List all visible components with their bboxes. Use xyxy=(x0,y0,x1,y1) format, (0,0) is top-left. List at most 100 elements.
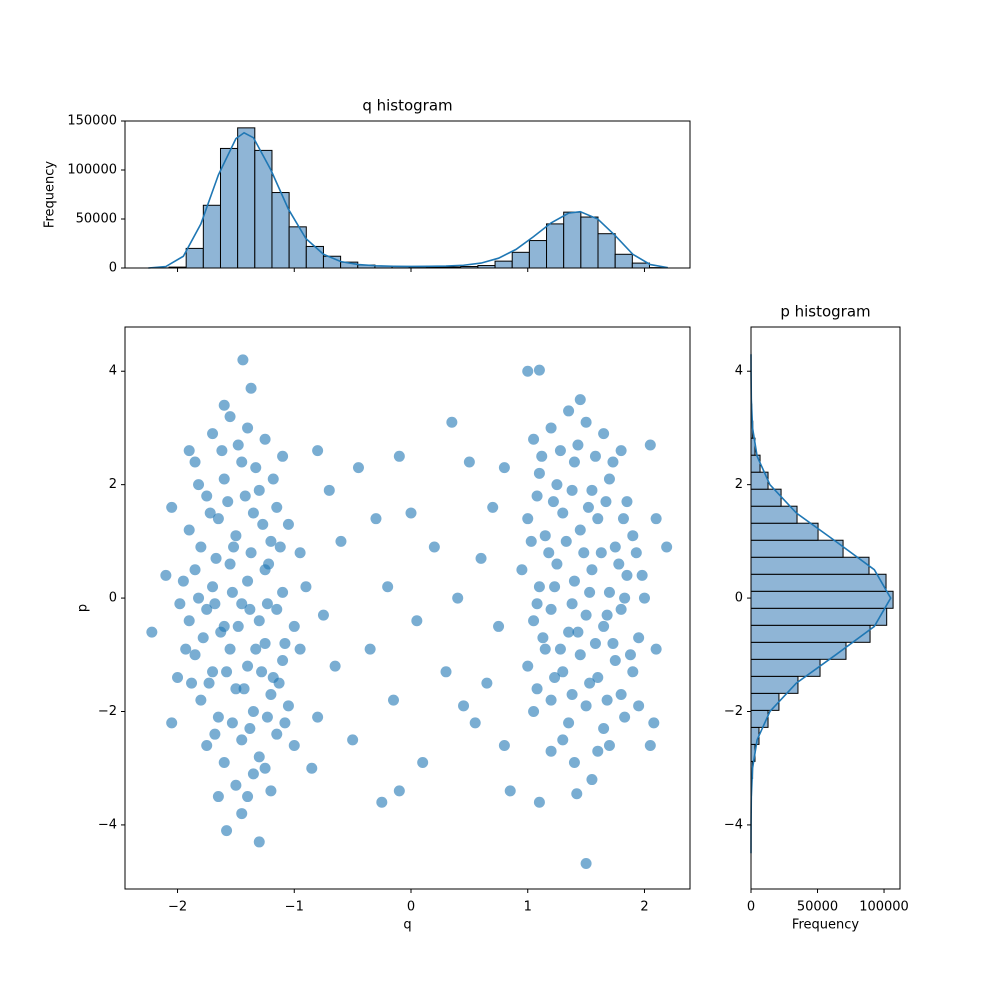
hist-bar xyxy=(750,505,798,524)
scatter-point xyxy=(589,450,601,462)
hist-bar xyxy=(237,127,256,269)
hist-bar xyxy=(750,454,761,473)
scatter-point xyxy=(230,683,242,695)
hist-bar xyxy=(580,216,599,269)
scatter-point xyxy=(221,825,233,837)
scatter-point xyxy=(294,643,306,655)
x-axis-label: Frequency xyxy=(792,918,859,933)
scatter-point xyxy=(274,541,286,553)
y-tick-label: 4 xyxy=(735,364,743,379)
scatter-point xyxy=(387,694,399,706)
scatter-point xyxy=(232,439,244,451)
scatter-point xyxy=(306,762,318,774)
scatter-point xyxy=(271,501,283,513)
scatter-point xyxy=(636,569,648,581)
hist-bar xyxy=(750,726,760,745)
hist-bar xyxy=(546,223,565,269)
scatter-point xyxy=(329,660,341,672)
scatter-point xyxy=(574,524,586,536)
scatter-point xyxy=(201,740,213,752)
scatter-point xyxy=(271,603,283,615)
scatter-point xyxy=(250,643,262,655)
scatter-point xyxy=(195,694,207,706)
hist-bar xyxy=(750,607,888,626)
scatter-point xyxy=(166,717,178,729)
scatter-point xyxy=(440,666,452,678)
y-tick-label: −4 xyxy=(724,817,743,832)
scatter-point xyxy=(180,643,192,655)
x-tick-label: 0 xyxy=(747,900,755,915)
scatter-point xyxy=(630,547,642,559)
scatter-point xyxy=(475,552,487,564)
scatter-point xyxy=(531,598,543,610)
scatter-point xyxy=(557,666,569,678)
hist-bar xyxy=(511,251,530,269)
scatter-point xyxy=(586,484,598,496)
scatter-point xyxy=(601,694,613,706)
hist-bar xyxy=(750,692,780,711)
y-tick-label: 4 xyxy=(109,364,117,379)
hist-bar xyxy=(202,204,221,269)
scatter-point xyxy=(417,757,429,769)
scatter-point xyxy=(174,598,186,610)
scatter-point xyxy=(549,671,561,683)
scatter-point xyxy=(210,552,222,564)
scatter-point xyxy=(533,364,545,376)
scatter-point xyxy=(619,711,631,723)
scatter-point xyxy=(259,433,271,445)
scatter-point xyxy=(197,632,209,644)
scatter-point xyxy=(580,700,592,712)
y-tick-label: 100000 xyxy=(67,163,117,178)
scatter-point xyxy=(498,462,510,474)
scatter-point xyxy=(574,649,586,661)
scatter-point xyxy=(226,717,238,729)
scatter-point xyxy=(405,507,417,519)
scatter-point xyxy=(498,740,510,752)
scatter-point xyxy=(218,399,230,411)
scatter-point xyxy=(242,575,254,587)
scatter-point xyxy=(644,740,656,752)
scatter-point xyxy=(568,575,580,587)
scatter-point xyxy=(528,705,540,717)
hist-bar xyxy=(614,253,633,269)
scatter-point xyxy=(545,694,557,706)
hist-bar xyxy=(750,675,799,694)
scatter-point xyxy=(522,365,534,377)
scatter-point xyxy=(250,462,262,474)
scatter-point xyxy=(533,581,545,593)
x-tick-label: 2 xyxy=(640,900,648,915)
scatter-point xyxy=(566,688,578,700)
y-tick-label: −2 xyxy=(98,704,117,719)
scatter-point xyxy=(186,677,198,689)
scatter-point xyxy=(621,569,633,581)
scatter-point xyxy=(236,808,248,820)
scatter-point xyxy=(568,757,580,769)
scatter-point xyxy=(589,637,601,649)
scatter-point xyxy=(580,609,592,621)
scatter-point xyxy=(603,473,615,485)
hist-bar xyxy=(631,262,650,269)
scatter-point xyxy=(242,660,254,672)
scatter-point xyxy=(650,513,662,525)
scatter-point xyxy=(253,484,265,496)
hist-bar xyxy=(750,590,894,609)
scatter-point xyxy=(537,632,549,644)
scatter-point xyxy=(244,723,256,735)
scatter-point xyxy=(256,666,268,678)
scatter-point xyxy=(317,609,329,621)
scatter-point xyxy=(265,535,277,547)
scatter-point xyxy=(288,740,300,752)
scatter-point xyxy=(551,479,563,491)
scatter-point xyxy=(603,740,615,752)
scatter-point xyxy=(259,762,271,774)
scatter-point xyxy=(265,785,277,797)
scatter-point xyxy=(601,609,613,621)
x-tick-label: 50000 xyxy=(797,900,838,915)
scatter-point xyxy=(207,428,219,440)
scatter-point xyxy=(574,394,586,406)
scatter-point xyxy=(279,637,291,649)
hist-bar xyxy=(750,522,819,541)
scatter-point xyxy=(242,791,254,803)
scatter-point xyxy=(288,620,300,632)
scatter-point xyxy=(627,530,639,542)
